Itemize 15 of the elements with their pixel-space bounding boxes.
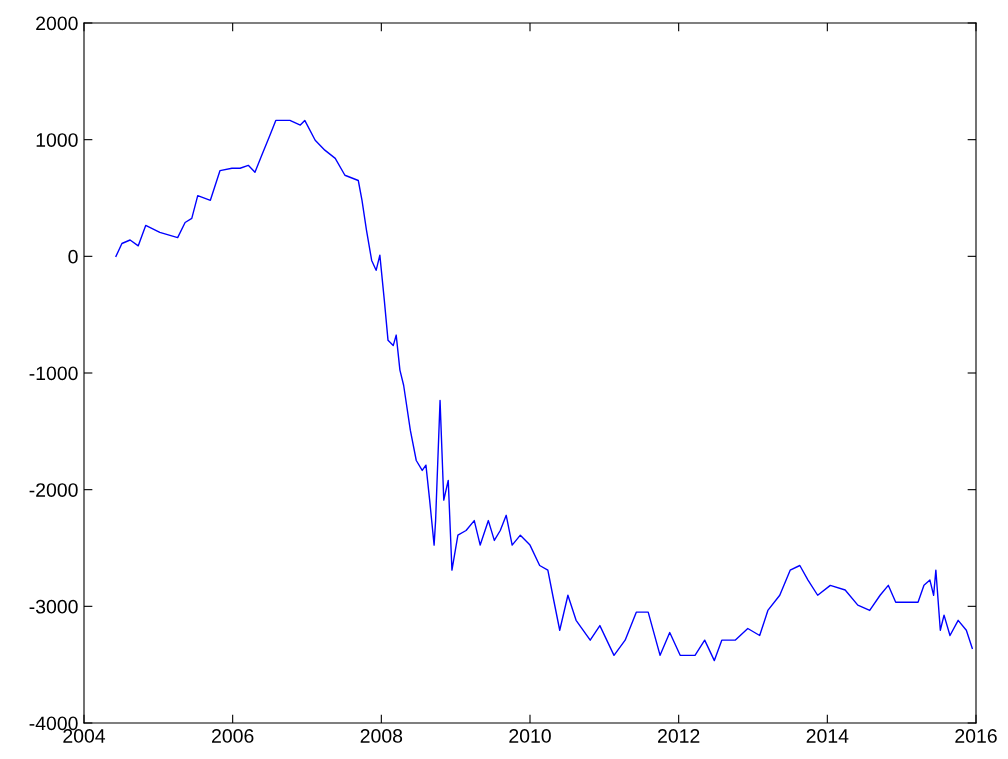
x-tick-label: 2012	[658, 729, 700, 743]
line-series	[115, 119, 973, 662]
y-tick-label: -1000	[29, 366, 78, 381]
y-tick-label: -4000	[29, 716, 78, 731]
y-tick-label: -2000	[29, 483, 78, 497]
y-tick-label: 0	[68, 249, 78, 264]
x-tick-label: 2004	[63, 729, 106, 743]
x-tick-label: 2010	[509, 729, 551, 743]
x-tick-label: 2006	[212, 729, 254, 743]
y-tick-label: 1000	[36, 133, 78, 147]
y-tick-label: -3000	[29, 599, 78, 614]
x-tick-label: 2016	[955, 729, 997, 743]
x-tick-label: 2008	[360, 729, 403, 743]
x-tick-label: 2014	[806, 729, 849, 743]
y-tick-label: 2000	[36, 16, 78, 31]
